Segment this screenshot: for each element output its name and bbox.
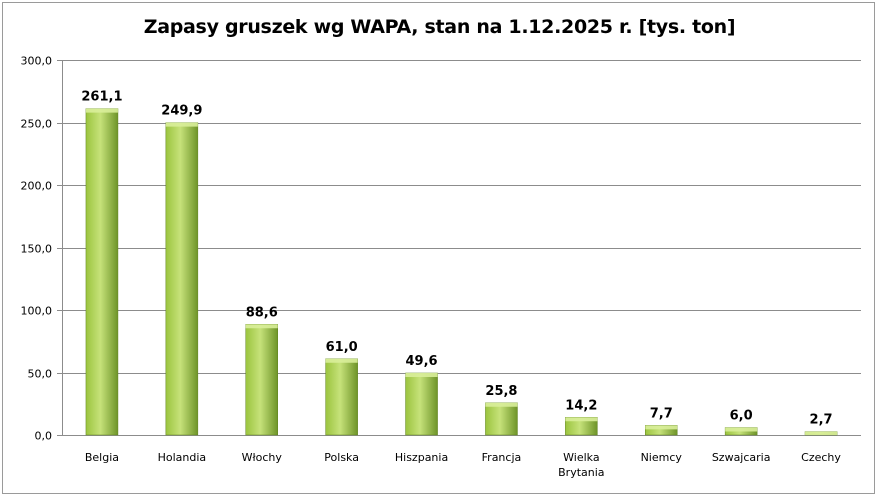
data-label: 261,1 [81, 90, 122, 105]
data-label: 2,7 [810, 413, 833, 428]
bar-cap [805, 431, 838, 435]
axes [57, 60, 861, 436]
bar-cap [245, 324, 278, 329]
category-label: Szwajcaria [712, 451, 771, 464]
bar-cap [325, 358, 358, 363]
chart-title: Zapasy gruszek wg WAPA, stan na 1.12.202… [143, 16, 736, 38]
y-tick-label: 300,0 [21, 55, 53, 68]
data-label: 25,8 [485, 384, 517, 399]
bar [85, 108, 119, 436]
category-label: Holandia [158, 451, 207, 464]
bar-cap [165, 122, 198, 127]
bar-cap [645, 425, 678, 430]
data-label: 49,6 [406, 354, 438, 369]
y-tick-label: 100,0 [21, 305, 53, 318]
bar [485, 402, 518, 436]
data-label: 14,2 [565, 398, 597, 413]
data-label: 249,9 [161, 104, 202, 119]
category-label: Wielka [563, 451, 599, 464]
bars [85, 108, 838, 436]
category-label: Hiszpania [395, 451, 448, 464]
y-tick-label: 250,0 [21, 118, 53, 131]
category-label: Belgia [85, 451, 119, 464]
category-label: Brytania [558, 466, 604, 479]
data-label: 6,0 [730, 409, 753, 424]
bar [165, 122, 199, 436]
y-tick-label: 150,0 [21, 243, 53, 256]
bar [245, 324, 278, 436]
category-label: Francja [482, 451, 522, 464]
category-label: Polska [324, 451, 359, 464]
y-tick-label: 200,0 [21, 180, 53, 193]
bar-cap [485, 402, 518, 407]
category-label: Niemcy [641, 451, 683, 464]
bar-cap [725, 427, 758, 432]
bar [405, 372, 438, 436]
y-tick-label: 0,0 [35, 430, 53, 443]
labels: 0,0 50,0 100,0 150,0 200,0 250,0 300,0 261,1 Bel… [21, 55, 842, 480]
y-tick-label: 50,0 [28, 368, 53, 381]
bar-cap [565, 417, 598, 422]
category-label: Czechy [801, 451, 841, 464]
data-label: 7,7 [650, 406, 673, 421]
bar [325, 358, 358, 436]
category-label: Włochy [242, 451, 283, 464]
data-label: 88,6 [246, 305, 278, 320]
bar-cap [405, 373, 438, 377]
data-label: 61,0 [326, 340, 358, 355]
bar-cap [85, 108, 118, 113]
